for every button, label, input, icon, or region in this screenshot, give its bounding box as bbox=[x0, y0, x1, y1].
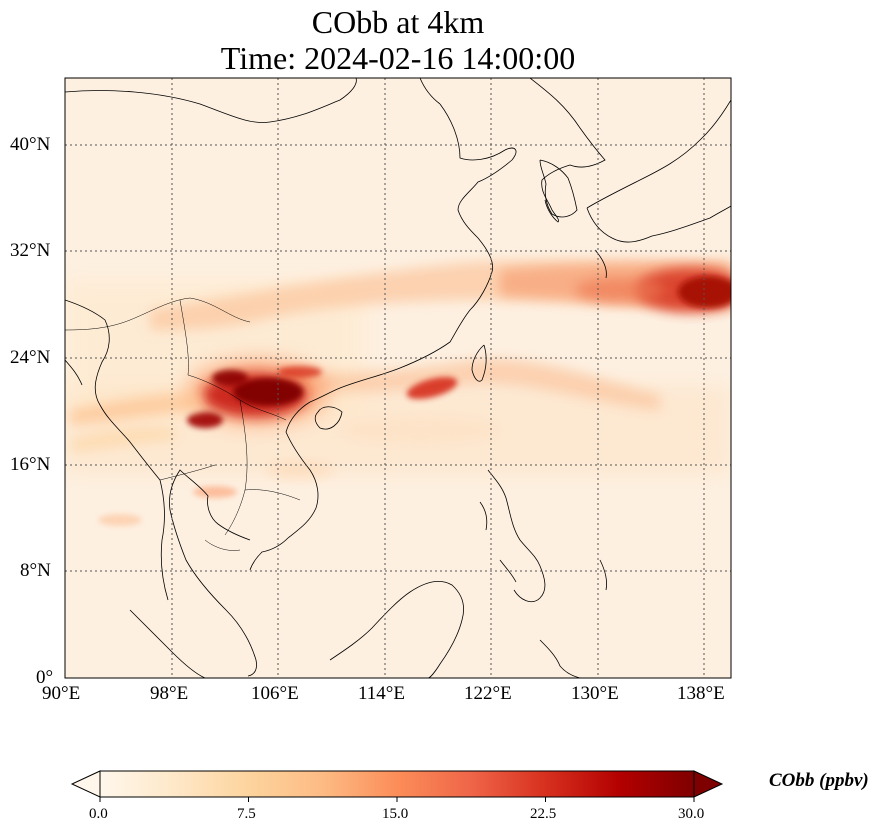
colorbar-tick-label: 0.0 bbox=[89, 806, 108, 822]
colorbar-label: CObb (ppbv) bbox=[769, 770, 869, 791]
colorbar-extend-min bbox=[70, 770, 101, 798]
coastlines bbox=[65, 78, 731, 678]
colorbar-tick-label: 22.5 bbox=[530, 806, 557, 822]
lon-tick-label: 90°E bbox=[42, 683, 81, 704]
colorbar-tick-label: 30.0 bbox=[678, 806, 705, 822]
colorbar-gradient bbox=[100, 771, 694, 797]
map-area bbox=[65, 78, 731, 678]
lat-tick-label: 16°N bbox=[10, 454, 51, 475]
map-subtitle-time: Time: 2024-02-16 14:00:00 bbox=[220, 40, 576, 76]
map-title: CObb at 4km bbox=[311, 4, 485, 40]
map-frame bbox=[64, 77, 732, 679]
lat-tick-label: 40°N bbox=[10, 134, 51, 155]
lon-tick-label: 106°E bbox=[251, 683, 299, 704]
lon-tick-label: 130°E bbox=[571, 683, 619, 704]
gridlines bbox=[65, 78, 731, 678]
lat-tick-label: 0° bbox=[36, 667, 54, 688]
colorbar bbox=[70, 770, 724, 802]
lon-tick-label: 122°E bbox=[464, 683, 512, 704]
lat-tick-label: 24°N bbox=[10, 347, 51, 368]
colorbar-tick-label: 15.0 bbox=[382, 806, 409, 822]
colorbar-extend-max bbox=[693, 770, 724, 798]
lon-tick-label: 98°E bbox=[150, 683, 189, 704]
country-borders bbox=[65, 297, 301, 551]
colorbar-tick-label: 7.5 bbox=[237, 806, 256, 822]
lon-tick-label: 138°E bbox=[677, 683, 725, 704]
lat-tick-label: 32°N bbox=[10, 240, 51, 261]
lat-tick-label: 8°N bbox=[20, 560, 51, 581]
co-concentration-field bbox=[65, 260, 731, 526]
lon-tick-label: 114°E bbox=[358, 683, 405, 704]
